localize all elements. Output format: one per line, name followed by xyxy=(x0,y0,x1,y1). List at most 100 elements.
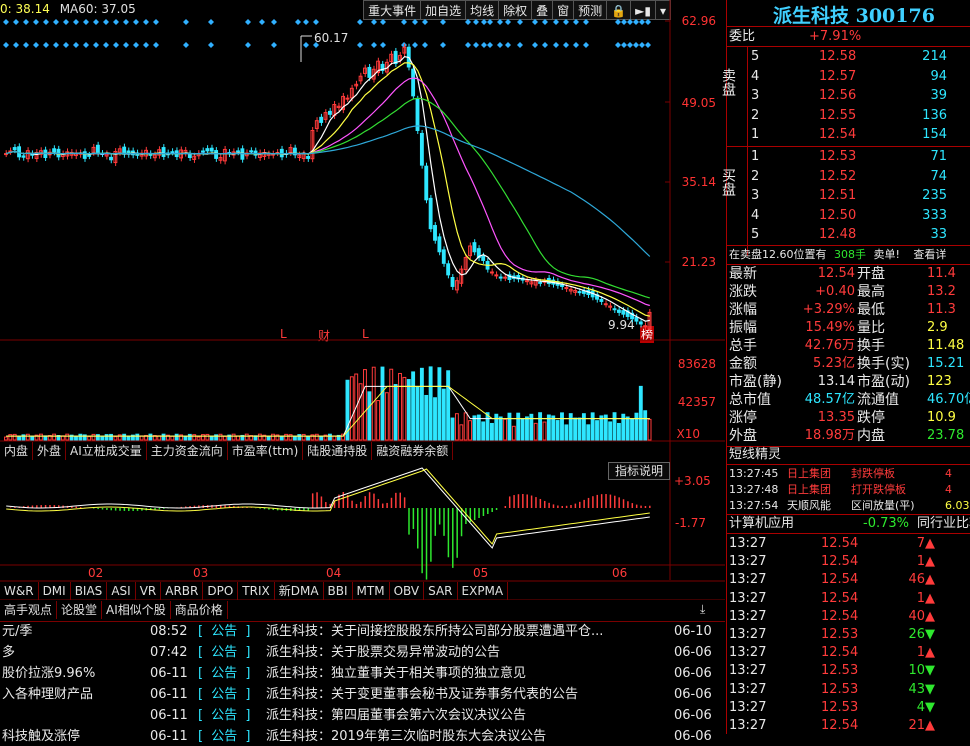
candle-body xyxy=(516,275,521,280)
sell-price[interactable]: 12.58 xyxy=(819,49,857,64)
event-marker xyxy=(401,19,407,25)
marker-l[interactable]: L xyxy=(280,327,287,341)
volume-bar xyxy=(590,412,595,441)
news-tag[interactable]: [ 公告 ] xyxy=(198,624,251,639)
news-tag[interactable]: [ 公告 ] xyxy=(198,645,251,660)
volume-bar xyxy=(130,434,135,441)
volume-bar xyxy=(56,435,61,441)
volume-bar xyxy=(284,433,289,441)
left-snippet[interactable]: 入各种理财产品 xyxy=(2,687,94,702)
short-stock[interactable]: 天顺风能 xyxy=(787,499,831,512)
tab-ai-similar[interactable]: AI相似个股 xyxy=(102,601,171,619)
tab-pe-ttm[interactable]: 市盈率(ttm) xyxy=(228,442,304,460)
short-stock[interactable]: 日上集团 xyxy=(787,483,831,496)
lock-icon[interactable]: 🔒 xyxy=(606,0,632,20)
price-axis-label: 21.23 xyxy=(681,255,716,269)
volume-bar xyxy=(240,434,245,441)
chart-area[interactable]: 0: 38.14 MA60: 37.05 重大事件 加自选 均线 除权 叠 窗 … xyxy=(0,0,725,600)
volume-bar xyxy=(516,412,521,441)
sector-compare[interactable]: 同行业比较 xyxy=(917,516,970,531)
tab-hk-connect[interactable]: 陆股通持股 xyxy=(303,442,373,460)
news-tag[interactable]: [ 公告 ] xyxy=(198,729,251,744)
tab-expma[interactable]: EXPMA xyxy=(458,582,509,600)
tick-direction: ▲ xyxy=(925,572,935,588)
volume-bar xyxy=(218,433,223,441)
tab-mtm[interactable]: MTM xyxy=(353,582,390,600)
tab-sar[interactable]: SAR xyxy=(424,582,458,600)
event-marker xyxy=(13,42,19,48)
buy-price[interactable]: 12.53 xyxy=(819,149,857,164)
short-stock[interactable]: 日上集团 xyxy=(787,467,831,480)
left-snippet[interactable]: 股价拉涨9.96% xyxy=(2,666,96,681)
candle-body xyxy=(91,146,96,153)
tab-arbr[interactable]: ARBR xyxy=(161,582,204,600)
left-snippet[interactable]: 元/季 xyxy=(2,624,33,639)
tab-new-dma[interactable]: 新DMA xyxy=(275,582,324,600)
buy-price[interactable]: 12.50 xyxy=(819,207,857,223)
news-title[interactable]: 派生科技：关于间接控股股东所持公司部分股票遭遇平仓... xyxy=(266,624,604,639)
news-title[interactable]: 派生科技：第四届董事会第六次会议决议公告 xyxy=(266,708,527,723)
marker-l[interactable]: L xyxy=(362,327,369,341)
stat-value: 5.23亿 xyxy=(813,356,855,371)
tab-vr[interactable]: VR xyxy=(136,582,162,600)
tab-expert-views[interactable]: 高手观点 xyxy=(0,601,58,619)
sell-volume: 94 xyxy=(930,68,947,84)
toolbar-exright[interactable]: 除权 xyxy=(498,0,533,20)
tab-obv[interactable]: OBV xyxy=(390,582,425,600)
news-title[interactable]: 派生科技：独立董事关于相关事项的独立意见 xyxy=(266,666,527,681)
news-title[interactable]: 派生科技：关于股票交易异常波动的公告 xyxy=(266,645,501,660)
left-snippet[interactable]: 科技触及涨停 xyxy=(2,729,81,744)
tab-capital-flow[interactable]: 主力资金流向 xyxy=(147,442,228,460)
tab-margin[interactable]: 融资融券余额 xyxy=(372,442,454,460)
tab-dmi[interactable]: DMI xyxy=(39,582,71,600)
volume-bar xyxy=(8,434,13,441)
candle-body xyxy=(393,50,398,65)
tick-volume: 1 xyxy=(916,645,925,661)
event-marker xyxy=(3,42,9,48)
tab-inner-disc[interactable]: 内盘 xyxy=(0,442,34,460)
candle-body xyxy=(39,150,43,155)
tab-wr[interactable]: W&R xyxy=(0,582,39,600)
news-tag[interactable]: [ 公告 ] xyxy=(198,708,251,723)
candle-body xyxy=(616,309,621,313)
ticker-msg[interactable]: 在卖盘12.60位置有 308手 卖单! 查看详 xyxy=(729,246,946,264)
sell-price[interactable]: 12.57 xyxy=(819,68,857,84)
volume-bar xyxy=(144,434,148,441)
short-value: 6.03 xyxy=(945,499,970,512)
download-icon[interactable]: ⤓ xyxy=(700,602,706,616)
news-tag[interactable]: [ 公告 ] xyxy=(198,666,251,681)
speaker-arrow-icon[interactable]: ►▮ xyxy=(630,0,656,20)
event-marker xyxy=(487,42,493,48)
tab-commodity-price[interactable]: 商品价格 xyxy=(171,601,228,619)
event-marker xyxy=(113,19,119,25)
candle-body xyxy=(380,63,385,71)
buy-price[interactable]: 12.48 xyxy=(819,227,857,242)
sector-name[interactable]: 计算机应用 xyxy=(729,516,795,531)
short-title[interactable]: 短线精灵 xyxy=(729,447,782,462)
buy-price[interactable]: 12.51 xyxy=(819,188,857,203)
news-panel: 高手观点 论股堂 AI相似个股 商品价格 ⤓ 元/季 多 股价拉涨9.96% 入… xyxy=(0,601,725,744)
tab-trix[interactable]: TRIX xyxy=(238,582,275,600)
sell-price[interactable]: 12.54 xyxy=(819,127,857,142)
news-title[interactable]: 派生科技：关于变更董事会秘书及证券事务代表的公告 xyxy=(266,687,579,702)
left-snippet[interactable]: 多 xyxy=(2,645,16,660)
tab-ai-volume[interactable]: AI立桩成交量 xyxy=(66,442,147,460)
news-title[interactable]: 派生科技：2019年第三次临时股东大会决议公告 xyxy=(266,729,547,744)
tab-bias[interactable]: BIAS xyxy=(71,582,108,600)
tab-bbi[interactable]: BBI xyxy=(324,582,353,600)
ticker-detail-link[interactable]: 查看详 xyxy=(913,248,947,261)
volume-bar xyxy=(459,424,464,441)
event-marker xyxy=(63,42,69,48)
tab-dpo[interactable]: DPO xyxy=(203,582,239,600)
candle-body xyxy=(345,97,350,100)
tab-stock-forum[interactable]: 论股堂 xyxy=(57,601,103,619)
kline-chart[interactable] xyxy=(0,0,725,600)
sell-price[interactable]: 12.55 xyxy=(819,107,857,123)
news-tag[interactable]: [ 公告 ] xyxy=(198,687,251,702)
indicator-help-button[interactable]: 指标说明 xyxy=(608,462,671,480)
tab-asi[interactable]: ASI xyxy=(107,582,136,600)
sell-price[interactable]: 12.56 xyxy=(819,88,857,103)
buy-price[interactable]: 12.52 xyxy=(819,168,857,184)
ticker-order: 卖单! xyxy=(873,248,900,261)
tab-outer-disc[interactable]: 外盘 xyxy=(33,442,67,460)
